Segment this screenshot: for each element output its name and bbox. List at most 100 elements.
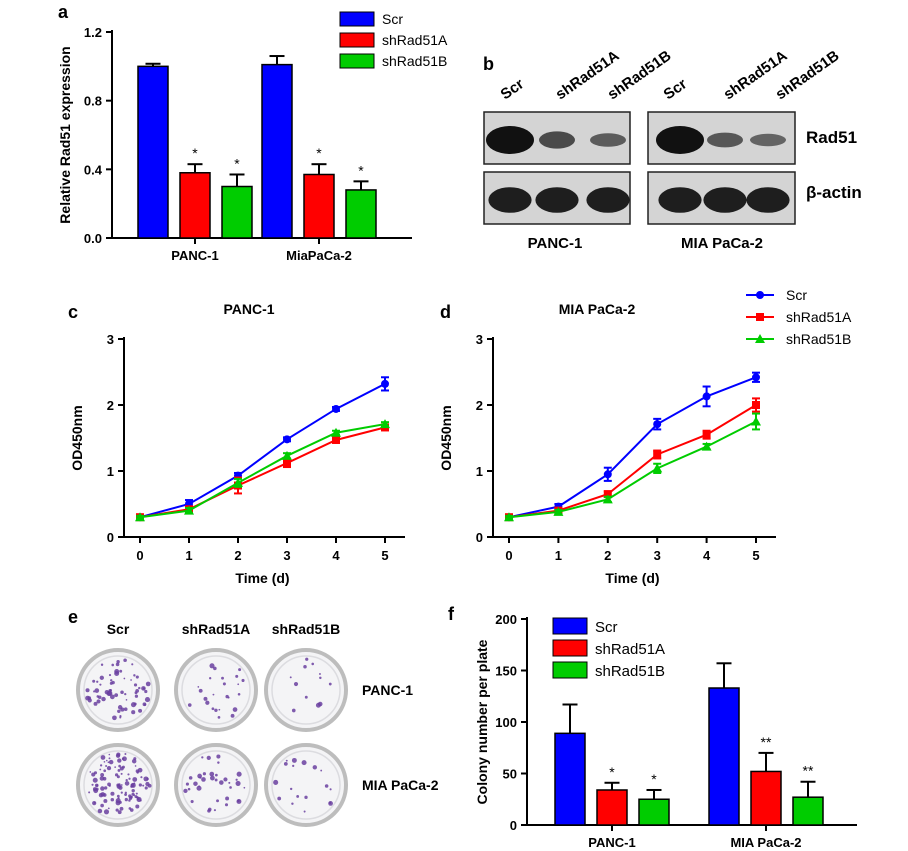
x-axis-label: Time (d) [605,570,659,586]
colony-dot [115,662,120,667]
blot-cell-line-label: PANC-1 [528,235,583,252]
point-shRad51B-1 [553,506,564,516]
significance-star: * [234,155,240,171]
y-axis-label: OD450nm [438,405,454,470]
blot-band-rad51 [590,133,626,147]
colony-dot [116,775,120,779]
colony-dot [221,676,224,680]
colony-dot [196,785,202,791]
colony-dot [139,799,142,802]
y-tick-label: 2 [476,398,483,413]
series-line-Scr [508,376,757,519]
colony-dot [198,785,201,788]
colony-dot [120,784,123,786]
point-shRad51B-2 [602,494,613,504]
colony-dot [134,765,137,767]
y-tick-label: 0 [107,530,114,545]
culture-plate-inner-rim [181,655,251,725]
legend-swatch-shRad51B [552,661,588,679]
colony-dot [303,810,306,813]
colony-dot [209,663,215,669]
colony-dot [93,771,98,775]
colony-dot [94,688,100,693]
colony-dot [117,783,121,786]
bar-Scr-PANC-1 [554,732,586,826]
colony-dot [107,807,110,810]
colony-dot [144,689,148,694]
blot-band-actin [703,187,747,213]
colony-dot [143,776,149,782]
point-shRad51B-0 [135,512,145,522]
point-Scr-2 [603,470,612,479]
colony-dot [285,759,288,762]
colony-dot [222,682,226,686]
x-tick-label: 0 [505,548,512,563]
blot-band-actin [586,187,630,213]
colony-dot [102,793,107,797]
colony-dot [236,799,242,804]
colony-dot [193,781,198,786]
colony-dot [289,787,293,791]
colony-dot [119,716,122,719]
colony-dot [209,771,215,777]
colony-dot [116,752,121,757]
colony-dot [216,754,221,759]
plate-column-label-shRad51A: shRad51A [182,621,250,637]
colony-dot [320,769,323,772]
plate-column-label-shRad51B: shRad51B [272,621,340,637]
panel-f-bar-chart: f 0 50 100 150 200 Colony number per plate PANC… [448,604,857,850]
panel-c-growth-curve: c PANC-1 0 1 2 3 0 1 2 3 4 5 Time (d) OD450nm [68,301,405,586]
colony-dot [235,674,239,678]
colony-dot [312,765,318,770]
colony-dot [131,758,137,764]
colony-dot [138,686,141,690]
colony-dot [145,681,151,687]
colony-dot [205,700,210,705]
colony-dot [212,693,215,696]
colony-dot [130,782,136,788]
series-line-shRad51A [508,404,757,519]
colony-dot [241,678,245,682]
colony-dot [97,808,103,814]
colony-dot [117,796,120,800]
blot-row-label-rad51: Rad51 [806,128,857,147]
bar-Scr-MIA PaCa-2 [708,687,740,826]
y-tick-label: 200 [495,612,517,627]
bar-shRad51A-PANC-1 [596,789,628,826]
panel-letter-a: a [58,2,69,22]
colony-dot [98,792,104,798]
colony-dot [106,765,112,771]
x-tick-label: 1 [185,548,192,563]
legend-label-shRad51B: shRad51B [595,663,665,680]
colony-dot [232,707,238,712]
point-shRad51B-1 [184,505,194,515]
colony-dot [144,697,151,703]
colony-dot [237,692,241,696]
colony-dot [88,791,91,794]
colony-dot [117,709,121,713]
colony-dot [100,755,106,760]
y-tick-label: 1 [107,464,114,479]
colony-dot [128,777,131,780]
colony-dot [311,662,315,666]
panel-d-growth-curve: d MIA PaCa-2 0 1 2 3 0 1 2 3 4 5 Time (d) OD450nm Scr s… [438,287,852,586]
culture-plate [174,648,258,732]
point-shRad51A-4 [332,435,340,444]
colony-dot [116,794,120,798]
colony-dot [93,701,98,706]
colony-dot [131,710,136,715]
colony-dot [109,694,115,700]
colony-dot [117,758,122,763]
x-tick-label: 0 [136,548,143,563]
colony-dot [211,707,215,711]
point-shRad51A-4 [702,430,711,439]
colony-dot [133,683,138,687]
colony-dot [92,787,97,792]
series-line-shRad51A [139,426,386,519]
colony-dot [301,760,307,766]
blot-band-rad51 [707,132,743,148]
colony-dot [129,795,133,799]
point-Scr-4 [332,404,340,413]
y-tick-label: 3 [476,332,483,347]
